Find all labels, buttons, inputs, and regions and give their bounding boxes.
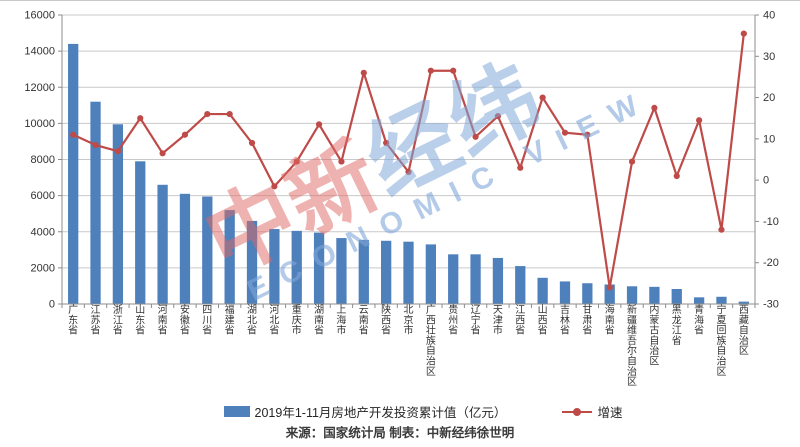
- svg-text:陕西省: 陕西省: [381, 303, 391, 337]
- svg-text:-20: -20: [763, 257, 779, 269]
- svg-text:安徽省: 安徽省: [180, 303, 190, 337]
- svg-text:0: 0: [49, 299, 55, 311]
- svg-text:广东省: 广东省: [68, 304, 78, 337]
- svg-text:江西省: 江西省: [515, 304, 525, 337]
- legend-item-investment: 2019年1-11月房地产开发投资累计值（亿元）: [223, 402, 507, 421]
- svg-text:10000: 10000: [24, 118, 55, 130]
- legend-label-investment: 2019年1-11月房地产开发投资累计值（亿元）: [254, 406, 507, 420]
- svg-text:2000: 2000: [31, 262, 55, 274]
- svg-text:青海省: 青海省: [694, 303, 704, 337]
- svg-text:10: 10: [763, 133, 775, 145]
- svg-text:吉林省: 吉林省: [560, 304, 570, 337]
- legend-label-growth: 增速: [597, 406, 623, 420]
- svg-text:新疆维吾尔自治区: 新疆维吾尔自治区: [627, 303, 637, 388]
- svg-text:黑龙江省: 黑龙江省: [672, 304, 682, 347]
- svg-text:云南省: 云南省: [359, 305, 369, 337]
- svg-text:6000: 6000: [31, 190, 55, 202]
- svg-text:0: 0: [763, 175, 769, 187]
- svg-text:福建省: 福建省: [225, 303, 235, 337]
- svg-text:甘肃省: 甘肃省: [582, 303, 592, 337]
- svg-text:贵州省: 贵州省: [448, 303, 458, 337]
- legend: 2019年1-11月房地产开发投资累计值（亿元） 增速: [0, 402, 800, 421]
- svg-text:12000: 12000: [24, 82, 55, 94]
- svg-text:山东省: 山东省: [135, 304, 145, 337]
- svg-text:山西省: 山西省: [538, 304, 548, 337]
- svg-text:重庆市: 重庆市: [292, 303, 302, 337]
- svg-text:16000: 16000: [24, 10, 55, 22]
- svg-text:北京市: 北京市: [404, 304, 414, 337]
- source-note: 来源：国家统计局 制表：中新经纬徐世明: [285, 426, 515, 440]
- svg-text:20: 20: [763, 92, 775, 104]
- svg-text:河北省: 河北省: [269, 304, 279, 337]
- svg-text:天津市: 天津市: [493, 305, 503, 337]
- svg-text:四川省: 四川省: [202, 305, 212, 337]
- svg-text:8000: 8000: [31, 154, 55, 166]
- svg-text:江苏省: 江苏省: [91, 304, 101, 337]
- svg-text:-30: -30: [763, 299, 779, 311]
- svg-text:-10: -10: [763, 216, 779, 228]
- svg-text:40: 40: [763, 10, 775, 22]
- svg-text:河南省: 河南省: [158, 304, 168, 337]
- legend-marker-growth-icon: [562, 407, 593, 416]
- svg-text:30: 30: [763, 51, 775, 63]
- svg-text:湖南省: 湖南省: [314, 304, 324, 337]
- svg-text:浙江省: 浙江省: [113, 304, 123, 337]
- svg-text:湖北省: 湖北省: [247, 304, 257, 337]
- legend-item-growth: 增速: [562, 402, 622, 421]
- svg-text:宁夏回族自治区: 宁夏回族自治区: [716, 303, 726, 378]
- svg-text:海南省: 海南省: [605, 303, 615, 337]
- svg-text:上海市: 上海市: [336, 304, 346, 337]
- svg-text:14000: 14000: [24, 46, 55, 58]
- svg-text:4000: 4000: [31, 226, 55, 238]
- legend-swatch-investment: [223, 406, 250, 417]
- svg-text:广西壮族自治区: 广西壮族自治区: [426, 304, 436, 378]
- svg-text:辽宁省: 辽宁省: [471, 304, 481, 337]
- svg-text:内蒙古自治区: 内蒙古自治区: [649, 303, 659, 368]
- svg-text:西藏自治区: 西藏自治区: [739, 305, 749, 357]
